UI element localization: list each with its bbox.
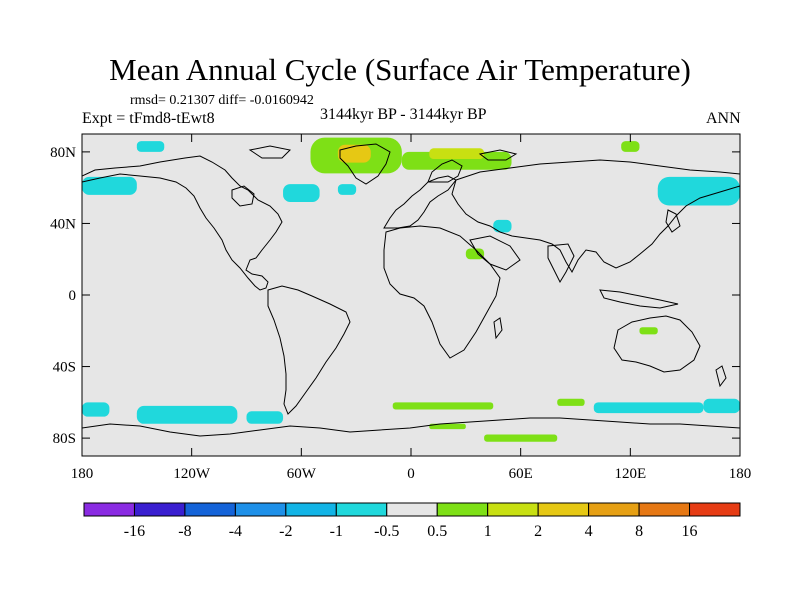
colorbar-label: -2 (279, 523, 292, 540)
y-tick-label: 40S (53, 360, 76, 376)
colorbar-box (386, 502, 438, 517)
colorbar-box (537, 502, 590, 517)
x-tick-label: 60E (509, 466, 533, 482)
region-amundsen (246, 411, 284, 424)
region-greenland-core (337, 144, 371, 163)
colorbar-box (487, 502, 539, 517)
colorbar-box (638, 502, 691, 517)
colorbar-box (234, 502, 287, 517)
colorbar-label: -1 (330, 523, 343, 540)
coastlines (82, 143, 740, 437)
x-tick-label: 120W (173, 466, 211, 482)
stats-line: rmsd= 0.21307 diff= -0.0160942 (130, 93, 314, 108)
region-barents-arctic (401, 151, 512, 170)
region-southern-pacific (82, 402, 110, 417)
region-weddell-east (392, 402, 494, 410)
colorbar-box (83, 502, 135, 517)
region-weddell-south (429, 423, 466, 430)
region-beaufort (136, 141, 165, 152)
region-siberia-east (657, 176, 740, 206)
colorbar-label: -8 (178, 523, 191, 540)
region-north-atlantic (337, 184, 357, 195)
y-tick-label: 40N (50, 216, 76, 232)
colorbar-label: 0.5 (427, 523, 447, 540)
region-arctic-north (429, 148, 485, 160)
x-tick-label: 120E (614, 466, 646, 482)
experiment-label: Expt = tFmd8-tEwt8 (82, 110, 215, 127)
colorbar-box (335, 502, 388, 517)
x-tick-label: 180 (71, 466, 94, 482)
period-label: 3144kyr BP - 3144kyr BP (320, 106, 487, 123)
colorbar-box (285, 502, 337, 517)
colorbar-label: 1 (484, 523, 492, 540)
colorbar-label: -16 (124, 523, 145, 540)
chart-title: Mean Annual Cycle (Surface Air Temperatu… (109, 52, 691, 87)
colorbar-box (689, 502, 741, 517)
colorbar-box (436, 502, 489, 517)
region-southern-east (703, 398, 740, 414)
region-central-asia (493, 219, 512, 233)
region-southern-indian (557, 398, 585, 406)
y-tick-label: 80S (53, 431, 76, 447)
colorbar-label: 2 (534, 523, 542, 540)
season-label: ANN (706, 110, 741, 127)
region-southern-indian-2 (593, 402, 704, 414)
region-east-antarctic-coast (484, 434, 558, 442)
colorbar-label: 8 (635, 523, 643, 540)
region-australia (639, 327, 658, 335)
x-tick-label: 60W (287, 466, 317, 482)
region-labrador-sea (283, 184, 320, 202)
y-tick-label: 80N (50, 145, 76, 161)
y-tick-label: 0 (69, 288, 77, 304)
colorbar-label: -0.5 (374, 523, 399, 540)
region-ross-sea (136, 405, 238, 424)
x-tick-label: 0 (407, 466, 415, 482)
colorbar-label: -4 (229, 523, 242, 540)
colorbar-box (588, 502, 640, 517)
colorbar-label: 16 (682, 523, 698, 540)
region-pacific-north (82, 176, 137, 195)
x-tick-label: 180 (729, 466, 752, 482)
region-arabian (465, 248, 485, 260)
colorbar-label: 4 (585, 523, 593, 540)
colorbar-box (184, 502, 236, 517)
region-siberia-north (621, 141, 640, 152)
colorbar-box (133, 502, 186, 517)
